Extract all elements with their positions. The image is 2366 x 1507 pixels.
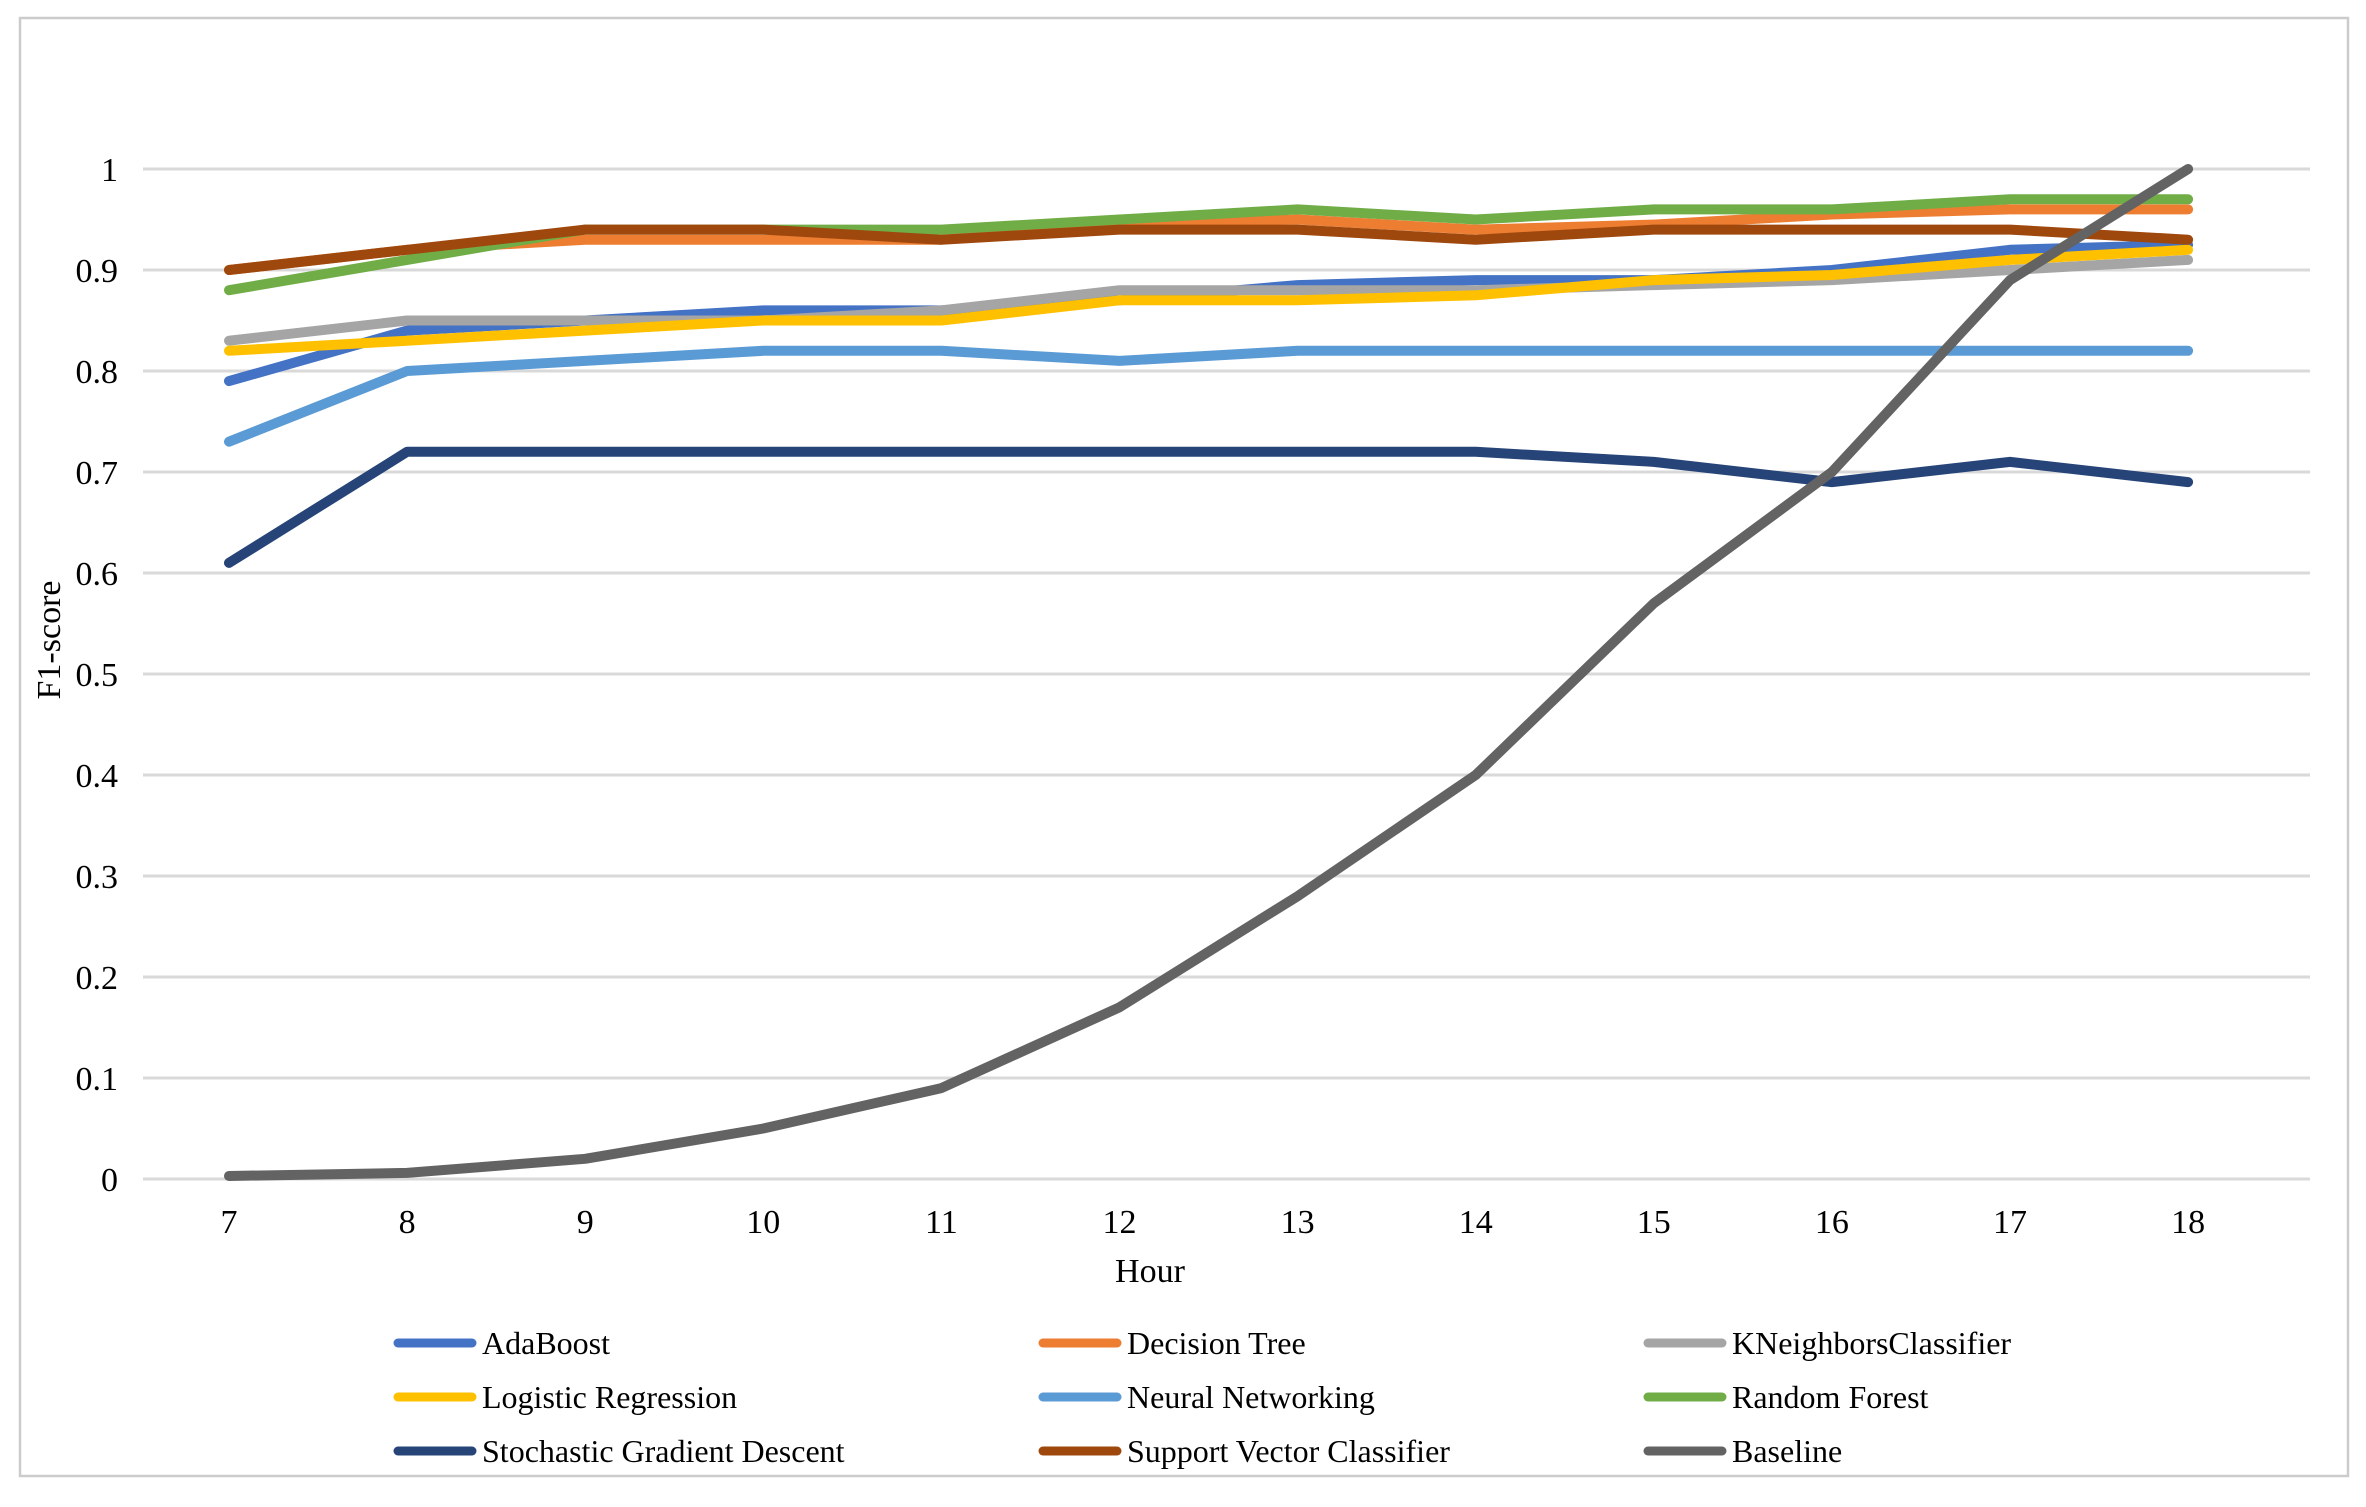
figure-border — [18, 16, 2350, 1478]
x-tick-label-14: 14 — [1459, 1204, 1493, 1241]
legend-label: Stochastic Gradient Descent — [482, 1433, 845, 1469]
series-line-neural-networking — [224, 345, 2194, 447]
legend-item-adaboost: AdaBoost — [393, 1325, 610, 1361]
y-tick-label: 1 — [101, 152, 118, 189]
x-tick-label-12: 12 — [1103, 1204, 1137, 1241]
series-line-decision-tree — [224, 204, 2194, 275]
x-tick-label-16: 16 — [1815, 1204, 1849, 1241]
x-tick-label-9: 9 — [577, 1204, 594, 1241]
x-tick-label-15: 15 — [1637, 1204, 1671, 1241]
x-tick-label-8: 8 — [399, 1204, 416, 1241]
y-tick-label: 0.4 — [76, 758, 119, 795]
x-axis-title: Hour — [1115, 1253, 1186, 1290]
series-line-baseline — [224, 164, 2194, 1181]
y-tick-label: 0.2 — [76, 960, 119, 997]
legend-item-decision-tree: Decision Tree — [1038, 1325, 1306, 1361]
legend-label: KNeighborsClassifier — [1732, 1325, 2011, 1361]
data-series-lines — [224, 164, 2194, 1181]
x-tick-label-7: 7 — [221, 1204, 238, 1241]
series-line-stochastic-gradient-descent — [224, 446, 2194, 568]
legend-label: AdaBoost — [482, 1325, 610, 1361]
legend-label: Random Forest — [1732, 1379, 1929, 1415]
y-tick-label: 0.9 — [76, 253, 119, 290]
x-tick-label-11: 11 — [925, 1204, 958, 1241]
legend-label: Neural Networking — [1127, 1379, 1375, 1415]
y-tick-label: 0.7 — [76, 455, 119, 492]
y-axis-tick-labels: 0 0.1 0.2 0.3 0.4 0.5 0.6 0.7 0.8 0.9 1 — [76, 152, 119, 1199]
series-line-support-vector-classifier — [224, 224, 2194, 275]
series-line-logistic-regression — [224, 244, 2194, 356]
legend-item-neural-networking: Neural Networking — [1038, 1379, 1375, 1415]
x-axis-tick-labels: 7 8 9 10 11 12 13 14 15 16 17 18 — [221, 1204, 2206, 1241]
y-axis-title: F1-score — [31, 581, 68, 700]
y-tick-label: 0.5 — [76, 657, 119, 694]
legend-item-random-forest: Random Forest — [1643, 1379, 1929, 1415]
y-tick-label: 0.3 — [76, 859, 119, 896]
y-tick-label: 0.6 — [76, 556, 119, 593]
y-tick-label: 0 — [101, 1162, 118, 1199]
legend: AdaBoost Decision Tree KNeighborsClassifie… — [393, 1325, 2011, 1469]
figure-border-rect — [18, 16, 2350, 1478]
legend-label: Decision Tree — [1127, 1325, 1306, 1361]
legend-item-support-vector-classifier: Support Vector Classifier — [1038, 1433, 1450, 1469]
x-tick-label-10: 10 — [746, 1204, 780, 1241]
x-tick-label-17: 17 — [1993, 1204, 2027, 1241]
series-line-kneighborsclassifier — [224, 254, 2194, 346]
legend-item-baseline: Baseline — [1643, 1433, 1842, 1469]
legend-label: Baseline — [1732, 1433, 1842, 1469]
x-tick-label-18: 18 — [2171, 1204, 2205, 1241]
legend-label: Support Vector Classifier — [1127, 1433, 1450, 1469]
legend-item-logistic-regression: Logistic Regression — [393, 1379, 737, 1415]
legend-label: Logistic Regression — [482, 1379, 737, 1415]
y-tick-label: 0.8 — [76, 354, 119, 391]
legend-item-stochastic-gradient-descent: Stochastic Gradient Descent — [393, 1433, 845, 1469]
x-tick-label-13: 13 — [1281, 1204, 1315, 1241]
y-tick-label: 0.1 — [76, 1061, 119, 1098]
legend-item-kneighborsclassifier: KNeighborsClassifier — [1643, 1325, 2011, 1361]
